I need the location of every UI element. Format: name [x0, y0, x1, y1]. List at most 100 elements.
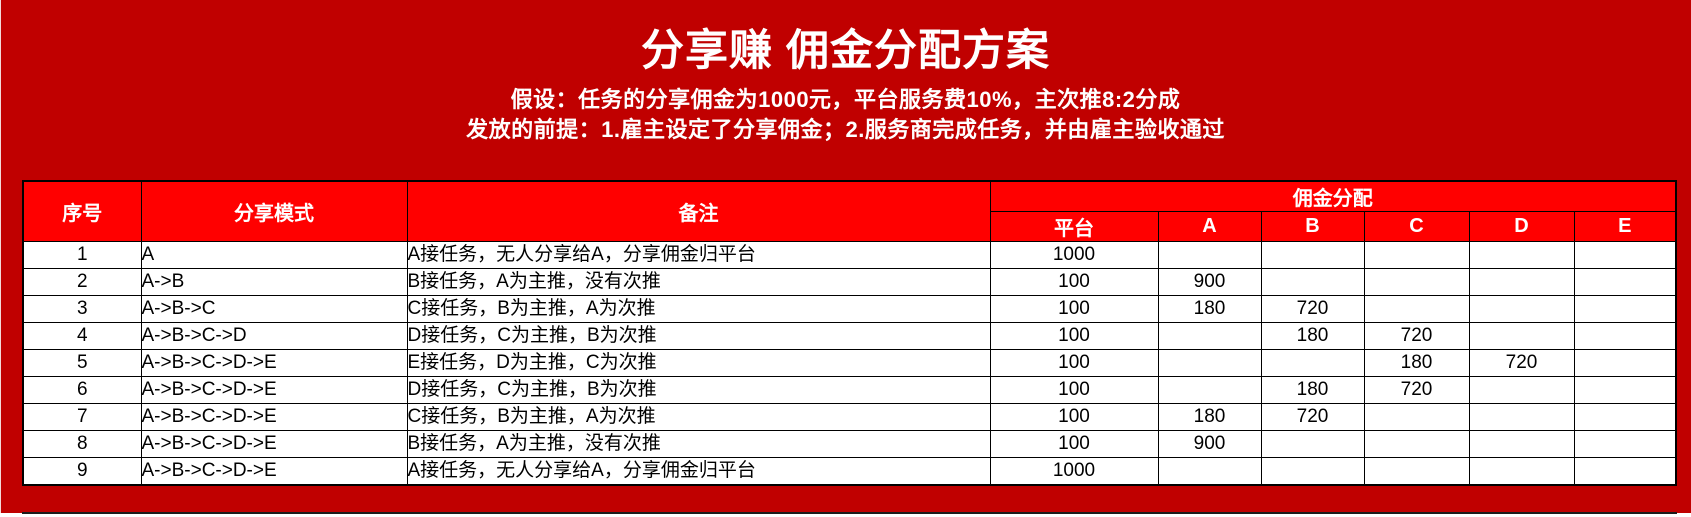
e-cell [1573, 241, 1677, 269]
a-cell [1157, 376, 1262, 404]
index-cell: 2 [22, 268, 142, 296]
platform-cell: 100 [989, 376, 1159, 404]
c-cell [1363, 430, 1470, 458]
a-cell: 900 [1157, 430, 1262, 458]
table-row: 8 A->B->C->D->E B接任务，A为主推，没有次推 100 900 [22, 430, 1677, 458]
a-cell: 900 [1157, 268, 1262, 296]
col-header-mode: 分享模式 [140, 180, 408, 242]
col-header-platform: 平台 [989, 211, 1159, 242]
c-cell [1363, 268, 1470, 296]
b-cell [1260, 349, 1365, 377]
a-cell [1157, 349, 1262, 377]
platform-cell: 1000 [989, 241, 1159, 269]
a-cell [1157, 322, 1262, 350]
index-cell: 5 [22, 349, 142, 377]
remark-cell: D接任务，C为主推，B为次推 [406, 322, 991, 350]
mode-cell: A->B->C->D->E [140, 457, 408, 486]
mode-cell: A->B->C->D->E [140, 403, 408, 431]
table-row: 2 A->B B接任务，A为主推，没有次推 100 900 [22, 268, 1677, 296]
page-title: 分享赚 佣金分配方案 [641, 27, 1050, 75]
mode-cell: A [140, 241, 408, 269]
mode-cell: A->B [140, 268, 408, 296]
index-cell: 9 [22, 457, 142, 486]
left-edge-sliver [0, 0, 1, 513]
e-cell [1573, 322, 1677, 350]
platform-cell: 100 [989, 403, 1159, 431]
e-cell [1573, 295, 1677, 323]
d-cell [1468, 403, 1575, 431]
e-cell [1573, 376, 1677, 404]
b-cell [1260, 241, 1365, 269]
b-cell [1260, 430, 1365, 458]
remark-cell: A接任务，无人分享给A，分享佣金归平台 [406, 457, 991, 486]
table-row: 9 A->B->C->D->E A接任务，无人分享给A，分享佣金归平台 1000 [22, 457, 1677, 486]
remark-cell: B接任务，A为主推，没有次推 [406, 430, 991, 458]
a-cell: 180 [1157, 295, 1262, 323]
platform-cell: 100 [989, 268, 1159, 296]
mode-cell: A->B->C [140, 295, 408, 323]
col-header-remark: 备注 [406, 180, 991, 242]
platform-cell: 1000 [989, 457, 1159, 486]
e-cell [1573, 268, 1677, 296]
col-header-e: E [1573, 211, 1677, 242]
e-cell [1573, 430, 1677, 458]
d-cell [1468, 268, 1575, 296]
index-cell: 8 [22, 430, 142, 458]
col-header-c: C [1363, 211, 1470, 242]
col-header-b: B [1260, 211, 1365, 242]
e-cell [1573, 403, 1677, 431]
table-body: 1 A A接任务，无人分享给A，分享佣金归平台 1000 2 A->B B接任务，A为主推，… [22, 241, 1677, 486]
d-cell [1468, 430, 1575, 458]
table-row: 5 A->B->C->D->E E接任务，D为主推，C为次推 100 180 720 [22, 349, 1677, 377]
bottom-edge-strip [0, 514, 1691, 517]
mode-cell: A->B->C->D->E [140, 349, 408, 377]
b-cell: 180 [1260, 376, 1365, 404]
d-cell [1468, 241, 1575, 269]
b-cell [1260, 457, 1365, 486]
remark-cell: C接任务，B为主推，A为次推 [406, 295, 991, 323]
d-cell [1468, 376, 1575, 404]
remark-cell: A接任务，无人分享给A，分享佣金归平台 [406, 241, 991, 269]
header-block: 分享赚 佣金分配方案 假设：任务的分享佣金为1000元，平台服务费10%，主次推… [0, 0, 1691, 145]
remark-cell: D接任务，C为主推，B为次推 [406, 376, 991, 404]
b-cell [1260, 268, 1365, 296]
platform-cell: 100 [989, 349, 1159, 377]
index-cell: 7 [22, 403, 142, 431]
d-cell [1468, 322, 1575, 350]
c-cell: 720 [1363, 376, 1470, 404]
remark-cell: B接任务，A为主推，没有次推 [406, 268, 991, 296]
d-cell [1468, 457, 1575, 486]
table-row: 6 A->B->C->D->E D接任务，C为主推，B为次推 100 180 720 [22, 376, 1677, 404]
col-header-d: D [1468, 211, 1575, 242]
subtitle-line-1: 假设：任务的分享佣金为1000元，平台服务费10%，主次推8:2分成 [510, 87, 1181, 112]
remark-cell: E接任务，D为主推，C为次推 [406, 349, 991, 377]
index-cell: 1 [22, 241, 142, 269]
table-row: 3 A->B->C C接任务，B为主推，A为次推 100 180 720 [22, 295, 1677, 323]
platform-cell: 100 [989, 322, 1159, 350]
a-cell [1157, 457, 1262, 486]
c-cell: 720 [1363, 322, 1470, 350]
a-cell: 180 [1157, 403, 1262, 431]
mode-cell: A->B->C->D->E [140, 376, 408, 404]
col-header-a: A [1157, 211, 1262, 242]
c-cell: 180 [1363, 349, 1470, 377]
c-cell [1363, 457, 1470, 486]
platform-cell: 100 [989, 430, 1159, 458]
index-cell: 3 [22, 295, 142, 323]
subtitle-line-2: 发放的前提：1.雇主设定了分享佣金；2.服务商完成任务，并由雇主验收通过 [466, 117, 1225, 142]
table-row: 7 A->B->C->D->E C接任务，B为主推，A为次推 100 180 720 [22, 403, 1677, 431]
commission-table: 序号 分享模式 备注 佣金分配 平台 A B C D E 1 A A接任务，无人分享… [22, 180, 1678, 486]
remark-cell: C接任务，B为主推，A为次推 [406, 403, 991, 431]
bottom-border-line [22, 512, 1677, 514]
platform-cell: 100 [989, 295, 1159, 323]
b-cell: 720 [1260, 403, 1365, 431]
col-header-index: 序号 [22, 180, 142, 242]
mode-cell: A->B->C->D->E [140, 430, 408, 458]
table-row: 4 A->B->C->D D接任务，C为主推，B为次推 100 180 720 [22, 322, 1677, 350]
d-cell: 720 [1468, 349, 1575, 377]
a-cell [1157, 241, 1262, 269]
index-cell: 4 [22, 322, 142, 350]
c-cell [1363, 295, 1470, 323]
col-header-distribution-group: 佣金分配 [989, 180, 1677, 212]
e-cell [1573, 349, 1677, 377]
